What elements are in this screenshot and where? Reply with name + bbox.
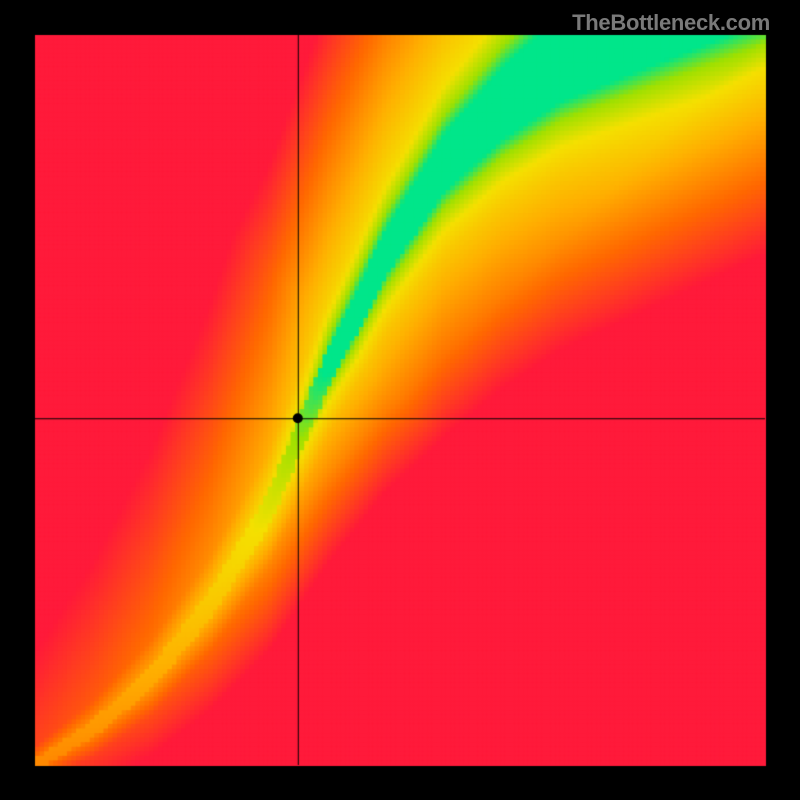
bottleneck-heatmap xyxy=(0,0,800,800)
watermark-text: TheBottleneck.com xyxy=(572,10,770,36)
